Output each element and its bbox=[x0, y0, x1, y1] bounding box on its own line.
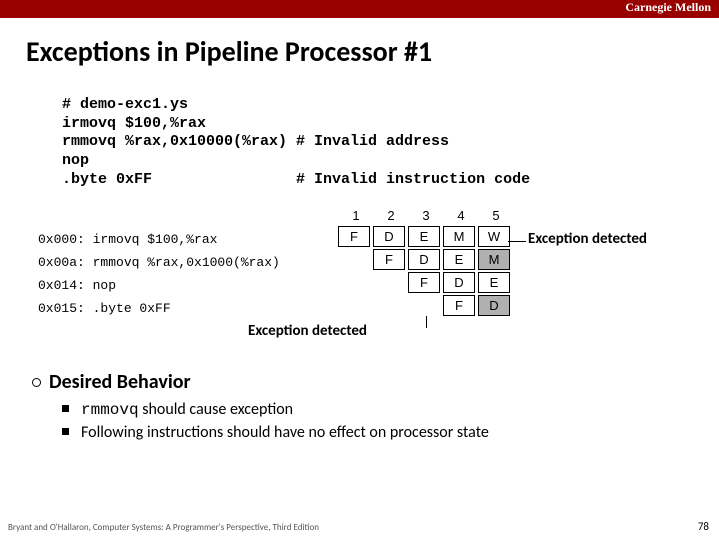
stage-cell: D bbox=[443, 272, 475, 293]
hollow-bullet-icon bbox=[32, 378, 41, 387]
page-number: 78 bbox=[698, 520, 709, 533]
stage-cell: D bbox=[408, 249, 440, 270]
stage-cell: M bbox=[478, 249, 510, 270]
cycle-num: 4 bbox=[445, 208, 477, 223]
stage-row: F D bbox=[443, 295, 513, 318]
stage-cell: W bbox=[478, 226, 510, 247]
stage-cell: M bbox=[443, 226, 475, 247]
footer-text: Bryant and O'Hallaron, Computer Systems:… bbox=[8, 522, 319, 533]
code-line: .byte 0xFF # Invalid instruction code bbox=[62, 171, 530, 188]
instruction-row: 0x014: nop bbox=[38, 274, 280, 297]
stage-grid: F D E M W F D E M F D E F D bbox=[338, 226, 513, 318]
stage-cell: E bbox=[443, 249, 475, 270]
slide-title: Exceptions in Pipeline Processor #1 bbox=[26, 34, 719, 69]
cycle-num: 2 bbox=[375, 208, 407, 223]
cycle-num: 3 bbox=[410, 208, 442, 223]
connector-line bbox=[426, 316, 427, 328]
stage-cell: D bbox=[478, 295, 510, 316]
stage-cell: E bbox=[478, 272, 510, 293]
pipeline-diagram: 12345 0x000: irmovq $100,%rax 0x00a: rmm… bbox=[38, 208, 719, 358]
stage-cell: E bbox=[408, 226, 440, 247]
connector-line bbox=[508, 241, 526, 242]
square-bullet-icon bbox=[62, 428, 69, 435]
stage-row: F D E M bbox=[373, 249, 513, 272]
square-bullet-icon bbox=[62, 405, 69, 412]
stage-cell: F bbox=[373, 249, 405, 270]
cycle-num: 1 bbox=[340, 208, 372, 223]
cycle-header: 12345 bbox=[340, 208, 515, 223]
section-heading: Desired Behavior bbox=[32, 370, 719, 394]
instruction-row: 0x00a: rmmovq %rax,0x1000(%rax) bbox=[38, 251, 280, 274]
bullet-text: Following instructions should have no ef… bbox=[81, 423, 489, 442]
cycle-num: 5 bbox=[480, 208, 512, 223]
stage-cell: F bbox=[408, 272, 440, 293]
stage-cell: D bbox=[373, 226, 405, 247]
exception-label: Exception detected bbox=[248, 322, 367, 340]
code-block: # demo-exc1.ys irmovq $100,%rax rmmovq %… bbox=[62, 77, 719, 190]
stage-cell: F bbox=[338, 226, 370, 247]
bullet-text: should cause exception bbox=[139, 400, 293, 419]
heading-text: Desired Behavior bbox=[49, 370, 191, 394]
code-line: # demo-exc1.ys bbox=[62, 96, 188, 113]
instruction-row: 0x000: irmovq $100,%rax bbox=[38, 228, 280, 251]
bullet-item: Following instructions should have no ef… bbox=[62, 423, 719, 442]
code-line: nop bbox=[62, 152, 89, 169]
stage-cell: F bbox=[443, 295, 475, 316]
header-bar: Carnegie Mellon bbox=[0, 0, 719, 18]
instruction-row: 0x015: .byte 0xFF bbox=[38, 297, 280, 320]
stage-row: F D E bbox=[408, 272, 513, 295]
brand-label: Carnegie Mellon bbox=[625, 0, 711, 15]
stage-row: F D E M W bbox=[338, 226, 513, 249]
bullet-item: rmmovq should cause exception bbox=[62, 400, 719, 419]
exception-label: Exception detected bbox=[528, 230, 647, 248]
code-line: irmovq $100,%rax bbox=[62, 115, 206, 132]
code-line: rmmovq %rax,0x10000(%rax) # Invalid addr… bbox=[62, 133, 449, 150]
bullet-code: rmmovq bbox=[81, 401, 139, 419]
bullet-list: rmmovq should cause exception Following … bbox=[62, 400, 719, 442]
instruction-list: 0x000: irmovq $100,%rax 0x00a: rmmovq %r… bbox=[38, 228, 280, 320]
